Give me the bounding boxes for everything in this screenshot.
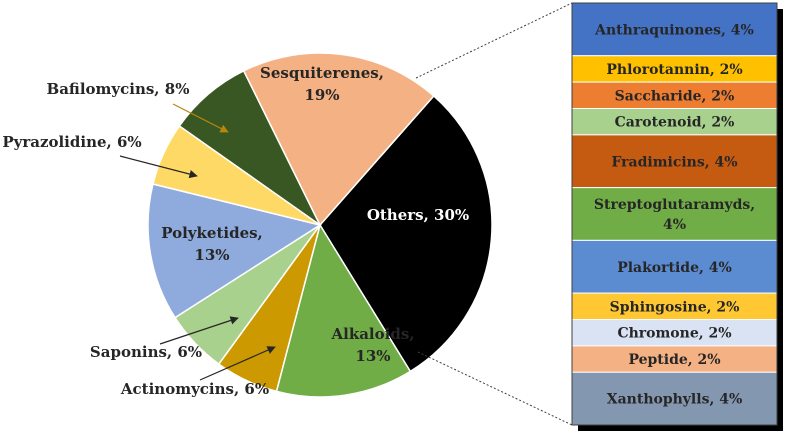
bar-label-anthraquinones: Anthraquinones, 4% [594,22,754,38]
connector-bottom [417,351,573,426]
bar-label-carotenoid: Carotenoid, 2% [615,115,735,131]
pie-label-others: Others, 30% [367,206,469,224]
connector-lines [415,2,573,426]
pie-label-sesquiterenes: Sesquiterenes, 19% [260,64,384,104]
pie-label-polyketides: Polyketides, 13% [161,224,263,264]
stacked-bar: Anthraquinones, 4% Phlorotannin, 2% Saccha… [571,2,783,431]
leader-arrow-actinomycins [199,346,276,381]
bar-segment-carotenoid [571,108,778,136]
pie-slice-others [319,94,493,373]
pie-label-bafilomycins: Bafilomycins, 8% [47,80,190,98]
bar-label-saccharide: Saccharide, 2% [615,88,735,104]
bar-label-chromone: Chromone, 2% [617,326,731,342]
bar-segment-saccharide [571,81,778,110]
bar-label-plakortide: Plakortide, 4% [617,260,732,276]
bar-segment-chromone [571,319,778,347]
pie-label-alkaloids: Alkaloids, 13% [330,325,414,365]
pie-label-saponins: Saponins, 6% [90,343,202,361]
pie-slice-sesquiterenes [242,52,435,227]
bar-label-xanthophylls: Xanthophylls, 4% [607,392,743,408]
bar-border [571,2,778,426]
bar-segment-peptide [571,345,778,373]
bar-label-fradimicins: Fradimicins, 4% [611,154,737,170]
pie-slice-polyketides [147,183,322,319]
pie-label-pyrazolidine: Pyrazolidine, 6% [2,133,141,151]
pie-label-actinomycins: Actinomycins, 6% [120,380,269,398]
bar-label-streptoglutaramyds: Streptoglutaramyds, 4% [594,197,755,233]
bar-label-phlorotannin: Phlorotannin, 2% [606,62,742,78]
leader-arrow-saponins [159,316,239,345]
leader-arrow-pyrazolidine [119,155,198,179]
connector-top [415,2,573,79]
chart-labels: Others, 30% Alkaloids, 13% Actinomycins, 6%… [2,64,469,398]
bar-segment-plakortide [571,239,778,294]
bar-segment-xanthophylls [571,371,778,426]
leader-arrow-bafilomycins [172,103,229,133]
bar-label-sphingosine: Sphingosine, 2% [610,299,740,315]
pie-chart [147,52,493,398]
bar-segment-fradimicins [571,134,778,189]
bar-label-peptide: Peptide, 2% [628,352,720,368]
pie-slice-alkaloids [275,223,412,398]
